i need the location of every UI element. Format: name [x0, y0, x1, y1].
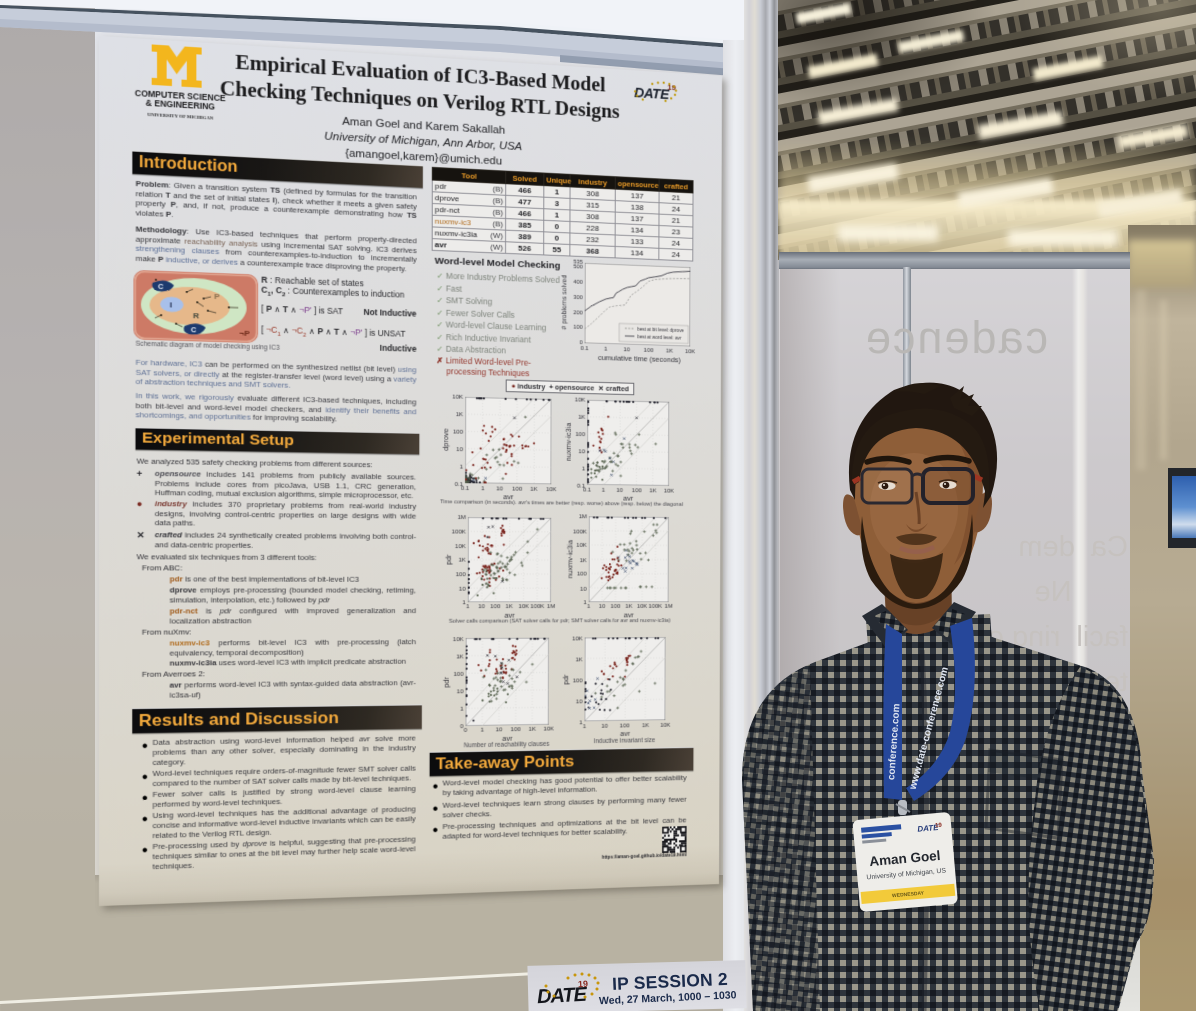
svg-text:Aman Goel: Aman Goel	[869, 848, 941, 869]
svg-text:R: R	[193, 311, 199, 321]
svg-text:I: I	[170, 300, 172, 310]
svg-text:conference.com: conference.com	[886, 703, 902, 780]
svg-text:best at word level: avr: best at word level: avr	[637, 335, 681, 342]
svg-text:C: C	[158, 282, 164, 291]
svg-text:19: 19	[935, 823, 943, 830]
svg-text:P: P	[214, 291, 220, 301]
svg-text:C: C	[191, 326, 197, 335]
svg-text:¬P: ¬P	[239, 328, 250, 338]
svg-text:WEDNESDAY: WEDNESDAY	[892, 890, 925, 899]
svg-text:DATE: DATE	[917, 823, 940, 834]
svg-text:best at bit level: dprove: best at bit level: dprove	[637, 328, 684, 335]
